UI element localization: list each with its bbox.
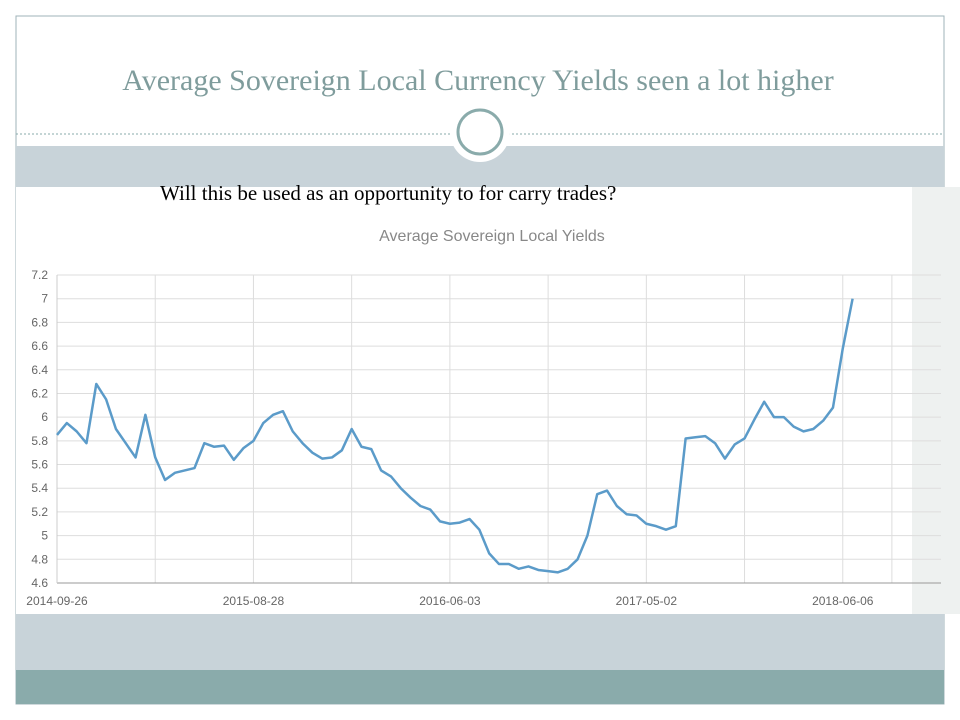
x-tick-label: 2015-08-28 <box>223 594 285 608</box>
x-tick-label: 2016-06-03 <box>419 594 481 608</box>
slide-title: Average Sovereign Local Currency Yields … <box>122 64 833 97</box>
band-bottom <box>16 614 944 670</box>
y-tick-label: 5.8 <box>31 434 48 448</box>
y-tick-label: 5 <box>41 529 48 543</box>
y-tick-label: 5.4 <box>31 481 48 495</box>
y-tick-label: 6.6 <box>31 339 48 353</box>
x-tick-label: 2017-05-02 <box>616 594 678 608</box>
y-tick-label: 6.2 <box>31 386 48 400</box>
y-tick-label: 6.4 <box>31 363 48 377</box>
x-tick-label: 2018-06-06 <box>812 594 874 608</box>
slide-subtitle: Will this be used as an opportunity to f… <box>160 181 616 205</box>
ornament-ring <box>456 108 504 156</box>
side-strip <box>912 187 960 614</box>
y-tick-label: 5.6 <box>31 458 48 472</box>
y-tick-label: 5.2 <box>31 505 48 519</box>
y-tick-label: 6 <box>41 410 48 424</box>
line-series <box>56 298 854 574</box>
plot: 4.6 4.8 5 5.2 5.4 5.6 5.8 6 6.2 6.4 6.6 6.8 7 7.2 2014… <box>26 268 941 608</box>
y-tick-label: 4.6 <box>31 576 48 590</box>
y-tick-label: 6.8 <box>31 315 48 329</box>
y-tick-label: 7.2 <box>31 268 48 282</box>
x-tick-label: 2014-09-26 <box>26 594 88 608</box>
chart-title: Average Sovereign Local Yields <box>379 228 605 245</box>
y-tick-label: 4.8 <box>31 552 48 566</box>
y-tick-label: 7 <box>41 292 48 306</box>
band-footer <box>16 670 944 704</box>
chart-area <box>16 187 912 614</box>
